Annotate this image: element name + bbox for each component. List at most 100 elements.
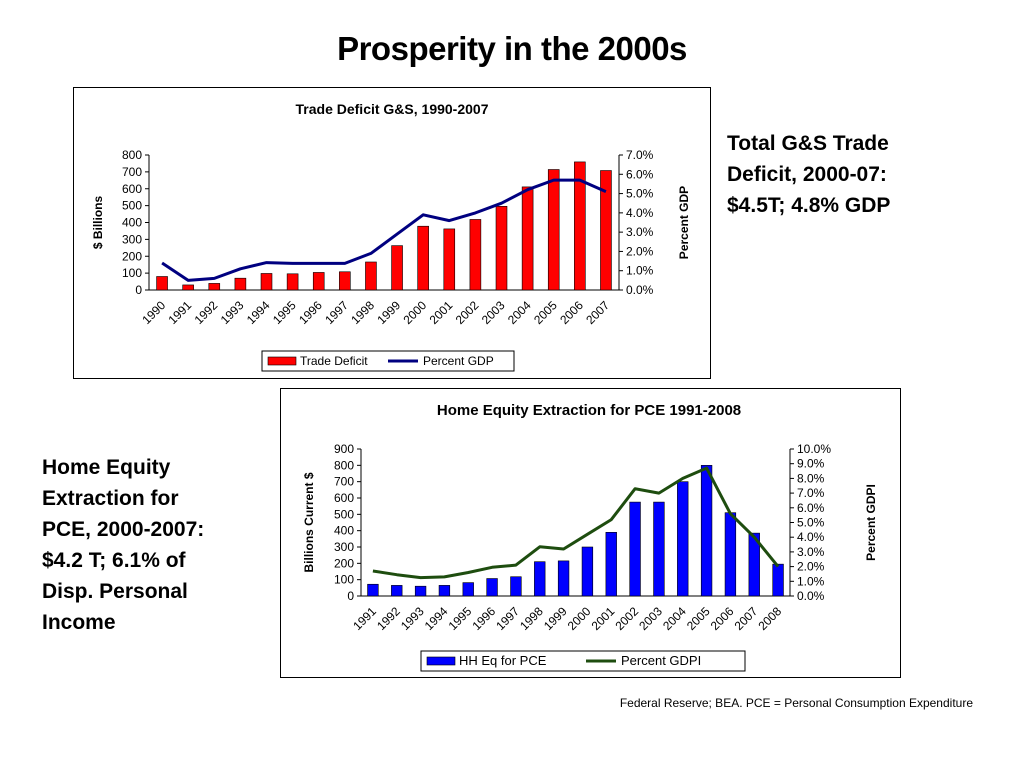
home-equity-summary: Home Equity Extraction for PCE, 2000-200… bbox=[42, 456, 205, 634]
x-tick-label: 1995 bbox=[270, 298, 299, 327]
y2-axis-title: Percent GDP bbox=[677, 186, 691, 259]
x-tick-label: 1992 bbox=[192, 298, 221, 327]
x-tick-label: 2000 bbox=[565, 604, 594, 633]
x-tick-label: 1991 bbox=[350, 604, 379, 633]
x-tick-label: 1994 bbox=[244, 298, 273, 327]
bar bbox=[772, 563, 784, 597]
x-tick-label: 1998 bbox=[517, 604, 546, 633]
x-tick-label: 2001 bbox=[589, 604, 618, 633]
x-tick-label: 2004 bbox=[660, 604, 689, 633]
bar bbox=[574, 161, 586, 291]
bar bbox=[700, 465, 713, 597]
home-equity-chart-svg: Home Equity Extraction for PCE 1991-2008… bbox=[302, 402, 878, 672]
left-tick-label: 200 bbox=[334, 556, 354, 570]
right-tick-label: 7.0% bbox=[797, 486, 825, 500]
left-tick-label: 0 bbox=[347, 589, 354, 603]
bar bbox=[367, 583, 379, 597]
right-tick-label: 4.0% bbox=[797, 530, 825, 544]
x-tick-label: 2002 bbox=[612, 604, 641, 633]
bar bbox=[605, 532, 617, 597]
x-tick-label: 1996 bbox=[296, 298, 325, 327]
legend-bar-swatch bbox=[426, 656, 456, 666]
legend-box bbox=[420, 650, 746, 672]
bar bbox=[724, 512, 737, 597]
legend-label-bar: Trade Deficit bbox=[300, 354, 368, 368]
left-tick-label: 800 bbox=[122, 148, 142, 162]
bar bbox=[260, 273, 273, 291]
bar bbox=[748, 532, 760, 597]
left-tick-label: 100 bbox=[122, 266, 142, 280]
left-tick-label: 200 bbox=[122, 249, 142, 263]
right-tick-label: 3.0% bbox=[626, 225, 654, 239]
left-tick-label: 0 bbox=[135, 283, 142, 297]
left-tick-label: 500 bbox=[122, 199, 142, 213]
right-tick-label: 0.0% bbox=[797, 589, 825, 603]
left-tick-label: 400 bbox=[334, 524, 354, 538]
series-line bbox=[161, 178, 607, 282]
x-tick-label: 2006 bbox=[557, 298, 586, 327]
trade-deficit-chart: Trade Deficit G&S, 1990-2007 0 100 200 300 40… bbox=[73, 87, 711, 379]
left-tick-label: 500 bbox=[334, 507, 354, 521]
bar bbox=[557, 560, 570, 597]
bar bbox=[534, 561, 546, 597]
left-tick-label: 600 bbox=[334, 491, 354, 505]
chart-title: Trade Deficit G&S, 1990-2007 bbox=[296, 101, 489, 117]
left-tick-label: 800 bbox=[334, 458, 354, 472]
x-tick-label: 1996 bbox=[469, 604, 498, 633]
x-tick-label: 2004 bbox=[505, 298, 534, 327]
bar bbox=[208, 283, 221, 291]
right-tick-label: 6.0% bbox=[797, 501, 825, 515]
bar bbox=[391, 245, 403, 291]
bar bbox=[443, 228, 456, 291]
x-tick-label: 2006 bbox=[708, 604, 737, 633]
bar bbox=[156, 276, 168, 291]
x-tick-label: 2003 bbox=[636, 604, 665, 633]
bar bbox=[510, 576, 522, 597]
x-tick-label: 2005 bbox=[531, 298, 560, 327]
right-tick-label: 1.0% bbox=[797, 574, 825, 588]
x-tick-label: 2007 bbox=[732, 604, 761, 633]
x-tick-label: 2000 bbox=[401, 298, 430, 327]
x-tick-label: 1994 bbox=[422, 604, 451, 633]
home-equity-chart: Home Equity Extraction for PCE 1991-2008… bbox=[280, 388, 901, 678]
right-tick-label: 1.0% bbox=[626, 264, 654, 278]
left-tick-label: 300 bbox=[122, 232, 142, 246]
x-tick-label: 1997 bbox=[493, 604, 522, 633]
bar bbox=[312, 272, 325, 291]
bar bbox=[629, 501, 641, 597]
bar bbox=[469, 219, 482, 291]
x-tick-label: 2002 bbox=[453, 298, 482, 327]
x-tick-label: 2008 bbox=[755, 604, 784, 633]
bar bbox=[581, 546, 594, 597]
x-tick-label: 1999 bbox=[374, 298, 403, 327]
x-tick-label: 2003 bbox=[479, 298, 508, 327]
y2-axis-title: Percent GDPI bbox=[864, 484, 878, 561]
y-axis-title: Billions Current $ bbox=[302, 472, 316, 572]
x-tick-label: 1993 bbox=[398, 604, 427, 633]
left-tick-label: 600 bbox=[122, 182, 142, 196]
source-note: Federal Reserve; BEA. PCE = Personal Con… bbox=[619, 696, 973, 710]
bar bbox=[486, 578, 498, 597]
bar bbox=[547, 169, 560, 291]
bar bbox=[234, 277, 247, 291]
trade-deficit-summary: Total G&S Trade Deficit, 2000-07: $4.5T;… bbox=[727, 132, 891, 217]
slide-title: Prosperity in the 2000s bbox=[337, 30, 687, 67]
bar bbox=[417, 225, 429, 291]
bar bbox=[677, 481, 689, 597]
bar bbox=[391, 585, 403, 597]
x-tick-label: 1999 bbox=[541, 604, 570, 633]
x-tick-label: 1993 bbox=[218, 298, 247, 327]
left-tick-label: 700 bbox=[122, 165, 142, 179]
right-tick-label: 3.0% bbox=[797, 545, 825, 559]
right-tick-label: 10.0% bbox=[797, 442, 831, 456]
bar bbox=[438, 585, 451, 597]
left-tick-label: 400 bbox=[122, 216, 142, 230]
x-tick-label: 1992 bbox=[374, 604, 403, 633]
bar bbox=[339, 271, 351, 291]
chart-title: Home Equity Extraction for PCE 1991-2008 bbox=[437, 402, 741, 419]
right-tick-label: 5.0% bbox=[797, 516, 825, 530]
bar bbox=[414, 585, 427, 597]
x-tick-label: 1997 bbox=[322, 298, 351, 327]
x-tick-label: 1990 bbox=[139, 298, 168, 327]
x-tick-label: 1998 bbox=[348, 298, 377, 327]
